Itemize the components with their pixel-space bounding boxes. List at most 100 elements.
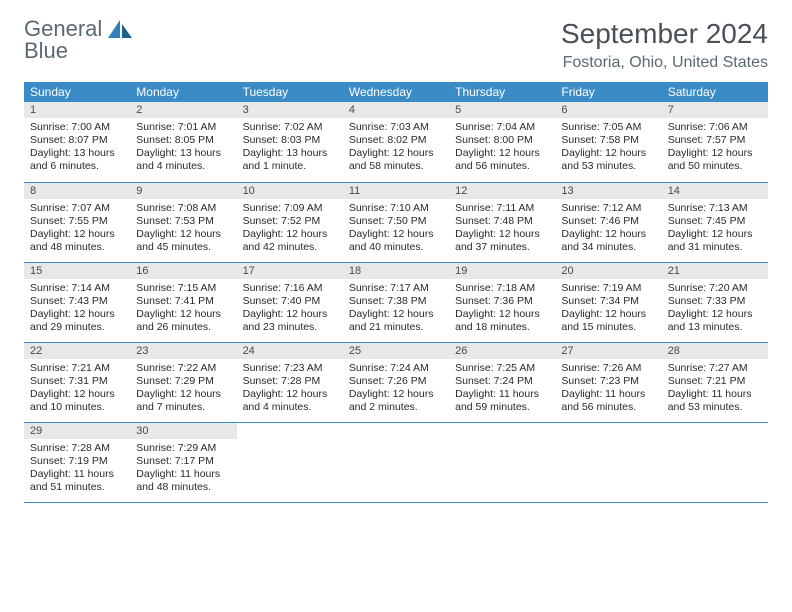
sunset: Sunset: 8:07 PM	[30, 134, 124, 147]
day-details: Sunrise: 7:11 AMSunset: 7:48 PMDaylight:…	[449, 199, 555, 258]
sunrise: Sunrise: 7:19 AM	[561, 282, 655, 295]
calendar-cell: 23Sunrise: 7:22 AMSunset: 7:29 PMDayligh…	[130, 342, 236, 422]
day-number: 17	[237, 263, 343, 279]
daylight: Daylight: 12 hours and 7 minutes.	[136, 388, 230, 414]
daylight: Daylight: 11 hours and 53 minutes.	[668, 388, 762, 414]
sunset: Sunset: 7:48 PM	[455, 215, 549, 228]
day-details: Sunrise: 7:16 AMSunset: 7:40 PMDaylight:…	[237, 279, 343, 338]
logo-line1: General	[24, 18, 102, 40]
location: Fostoria, Ohio, United States	[561, 54, 768, 72]
day-number: 18	[343, 263, 449, 279]
daylight: Daylight: 12 hours and 10 minutes.	[30, 388, 124, 414]
calendar-cell: 10Sunrise: 7:09 AMSunset: 7:52 PMDayligh…	[237, 182, 343, 262]
daylight: Daylight: 12 hours and 26 minutes.	[136, 308, 230, 334]
day-number: 29	[24, 423, 130, 439]
sunset: Sunset: 7:33 PM	[668, 295, 762, 308]
sunset: Sunset: 7:43 PM	[30, 295, 124, 308]
weekday-header: Sunday	[24, 82, 130, 102]
daylight: Daylight: 11 hours and 51 minutes.	[30, 468, 124, 494]
sunset: Sunset: 7:52 PM	[243, 215, 337, 228]
calendar-cell: 21Sunrise: 7:20 AMSunset: 7:33 PMDayligh…	[662, 262, 768, 342]
calendar-cell: 9Sunrise: 7:08 AMSunset: 7:53 PMDaylight…	[130, 182, 236, 262]
day-number: 10	[237, 183, 343, 199]
weekday-header: Thursday	[449, 82, 555, 102]
day-details: Sunrise: 7:28 AMSunset: 7:19 PMDaylight:…	[24, 439, 130, 498]
sunset: Sunset: 7:45 PM	[668, 215, 762, 228]
calendar-cell: 3Sunrise: 7:02 AMSunset: 8:03 PMDaylight…	[237, 102, 343, 182]
day-number: 9	[130, 183, 236, 199]
daylight: Daylight: 12 hours and 42 minutes.	[243, 228, 337, 254]
day-number: 22	[24, 343, 130, 359]
sunrise: Sunrise: 7:21 AM	[30, 362, 124, 375]
day-details: Sunrise: 7:19 AMSunset: 7:34 PMDaylight:…	[555, 279, 661, 338]
day-number: 3	[237, 102, 343, 118]
daylight: Daylight: 12 hours and 31 minutes.	[668, 228, 762, 254]
calendar-cell: 4Sunrise: 7:03 AMSunset: 8:02 PMDaylight…	[343, 102, 449, 182]
sunset: Sunset: 7:58 PM	[561, 134, 655, 147]
calendar-cell: 22Sunrise: 7:21 AMSunset: 7:31 PMDayligh…	[24, 342, 130, 422]
sunrise: Sunrise: 7:01 AM	[136, 121, 230, 134]
sunset: Sunset: 7:53 PM	[136, 215, 230, 228]
day-details: Sunrise: 7:09 AMSunset: 7:52 PMDaylight:…	[237, 199, 343, 258]
calendar-cell: 6Sunrise: 7:05 AMSunset: 7:58 PMDaylight…	[555, 102, 661, 182]
daylight: Daylight: 12 hours and 23 minutes.	[243, 308, 337, 334]
weekday-header: Saturday	[662, 82, 768, 102]
day-details: Sunrise: 7:01 AMSunset: 8:05 PMDaylight:…	[130, 118, 236, 177]
weekday-header: Monday	[130, 82, 236, 102]
daylight: Daylight: 12 hours and 50 minutes.	[668, 147, 762, 173]
page: General Blue September 2024 Fostoria, Oh…	[0, 0, 792, 521]
calendar-cell: ..	[237, 422, 343, 502]
sunrise: Sunrise: 7:12 AM	[561, 202, 655, 215]
sunset: Sunset: 7:46 PM	[561, 215, 655, 228]
day-details: Sunrise: 7:13 AMSunset: 7:45 PMDaylight:…	[662, 199, 768, 258]
calendar-cell: 7Sunrise: 7:06 AMSunset: 7:57 PMDaylight…	[662, 102, 768, 182]
sunset: Sunset: 7:28 PM	[243, 375, 337, 388]
weekday-header: Tuesday	[237, 82, 343, 102]
sunrise: Sunrise: 7:00 AM	[30, 121, 124, 134]
day-number: 12	[449, 183, 555, 199]
day-details: Sunrise: 7:05 AMSunset: 7:58 PMDaylight:…	[555, 118, 661, 177]
sunset: Sunset: 7:57 PM	[668, 134, 762, 147]
daylight: Daylight: 13 hours and 1 minute.	[243, 147, 337, 173]
day-number: 6	[555, 102, 661, 118]
day-number: 15	[24, 263, 130, 279]
calendar-cell: 12Sunrise: 7:11 AMSunset: 7:48 PMDayligh…	[449, 182, 555, 262]
sunrise: Sunrise: 7:29 AM	[136, 442, 230, 455]
sunset: Sunset: 7:55 PM	[30, 215, 124, 228]
sunset: Sunset: 7:23 PM	[561, 375, 655, 388]
day-details: Sunrise: 7:15 AMSunset: 7:41 PMDaylight:…	[130, 279, 236, 338]
calendar-cell: 16Sunrise: 7:15 AMSunset: 7:41 PMDayligh…	[130, 262, 236, 342]
calendar-week: 15Sunrise: 7:14 AMSunset: 7:43 PMDayligh…	[24, 262, 768, 342]
calendar-cell: 17Sunrise: 7:16 AMSunset: 7:40 PMDayligh…	[237, 262, 343, 342]
sunset: Sunset: 7:38 PM	[349, 295, 443, 308]
daylight: Daylight: 12 hours and 37 minutes.	[455, 228, 549, 254]
sunset: Sunset: 7:36 PM	[455, 295, 549, 308]
day-number: 13	[555, 183, 661, 199]
sunset: Sunset: 7:26 PM	[349, 375, 443, 388]
day-details: Sunrise: 7:07 AMSunset: 7:55 PMDaylight:…	[24, 199, 130, 258]
sunset: Sunset: 8:05 PM	[136, 134, 230, 147]
calendar-cell: 20Sunrise: 7:19 AMSunset: 7:34 PMDayligh…	[555, 262, 661, 342]
logo: General Blue	[24, 18, 134, 62]
calendar-cell: 11Sunrise: 7:10 AMSunset: 7:50 PMDayligh…	[343, 182, 449, 262]
daylight: Daylight: 12 hours and 34 minutes.	[561, 228, 655, 254]
sunrise: Sunrise: 7:03 AM	[349, 121, 443, 134]
daylight: Daylight: 13 hours and 6 minutes.	[30, 147, 124, 173]
calendar-cell: 15Sunrise: 7:14 AMSunset: 7:43 PMDayligh…	[24, 262, 130, 342]
day-number: 8	[24, 183, 130, 199]
sunrise: Sunrise: 7:11 AM	[455, 202, 549, 215]
calendar-cell: ..	[449, 422, 555, 502]
sunrise: Sunrise: 7:09 AM	[243, 202, 337, 215]
calendar-cell: 19Sunrise: 7:18 AMSunset: 7:36 PMDayligh…	[449, 262, 555, 342]
calendar-cell: 28Sunrise: 7:27 AMSunset: 7:21 PMDayligh…	[662, 342, 768, 422]
sunrise: Sunrise: 7:22 AM	[136, 362, 230, 375]
day-number: 27	[555, 343, 661, 359]
calendar-cell: 8Sunrise: 7:07 AMSunset: 7:55 PMDaylight…	[24, 182, 130, 262]
daylight: Daylight: 12 hours and 53 minutes.	[561, 147, 655, 173]
day-details: Sunrise: 7:27 AMSunset: 7:21 PMDaylight:…	[662, 359, 768, 418]
daylight: Daylight: 11 hours and 56 minutes.	[561, 388, 655, 414]
day-number: 4	[343, 102, 449, 118]
sunrise: Sunrise: 7:26 AM	[561, 362, 655, 375]
day-details: Sunrise: 7:10 AMSunset: 7:50 PMDaylight:…	[343, 199, 449, 258]
sunrise: Sunrise: 7:04 AM	[455, 121, 549, 134]
